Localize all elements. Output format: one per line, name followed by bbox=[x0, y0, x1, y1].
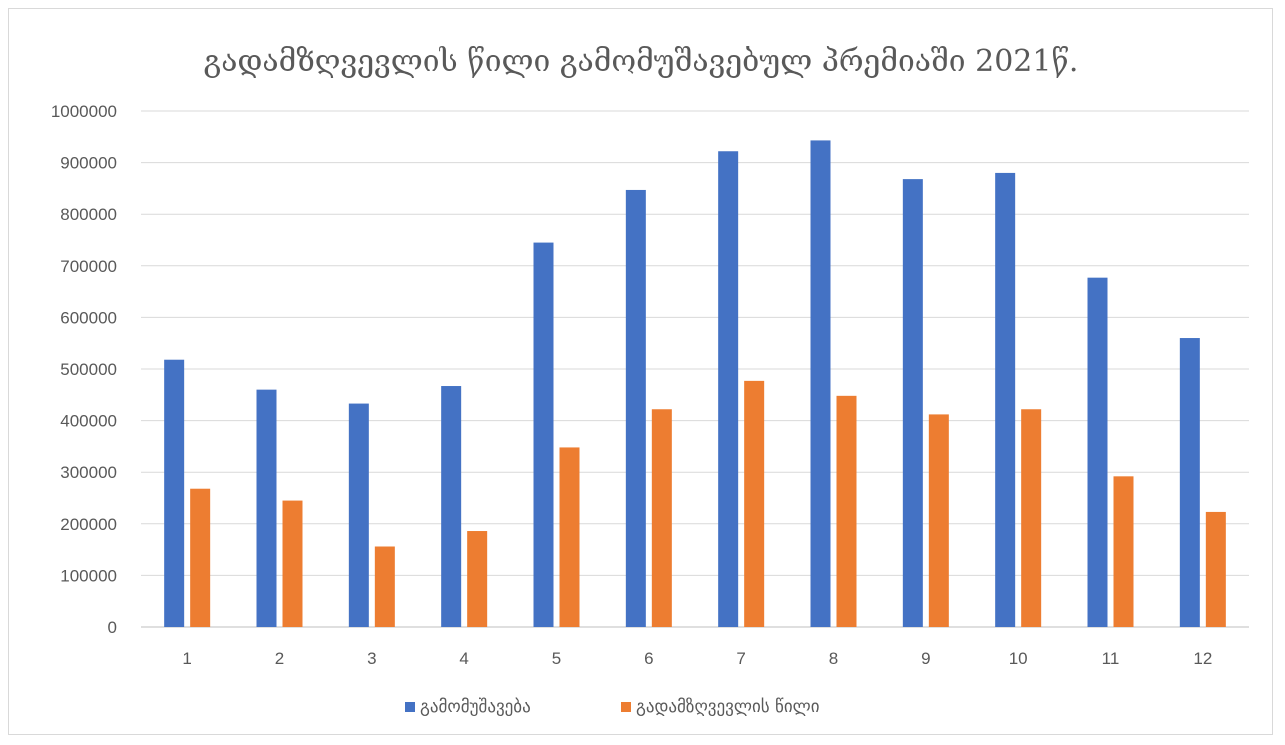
y-tick-label: 200000 bbox=[60, 515, 117, 534]
bar-series-2-cat-1 bbox=[190, 488, 211, 627]
y-tick-label: 0 bbox=[108, 618, 117, 637]
bar-series-1-cat-8 bbox=[810, 140, 831, 628]
bar-series-1-cat-1 bbox=[164, 359, 185, 627]
y-tick-label: 100000 bbox=[60, 566, 117, 585]
x-tick-label: 1 bbox=[182, 649, 191, 668]
bar-series-2-cat-5 bbox=[559, 447, 580, 627]
x-tick-label: 11 bbox=[1102, 649, 1120, 668]
bar-series-1-cat-12 bbox=[1179, 338, 1200, 627]
bar-chart: გადამზღვევლის წილი გამომუშავებულ პრემიაშ… bbox=[51, 44, 1249, 717]
bars bbox=[164, 140, 1226, 628]
x-tick-label: 12 bbox=[1193, 649, 1212, 668]
bar-series-1-cat-7 bbox=[718, 151, 739, 628]
bar-series-2-cat-11 bbox=[1113, 476, 1134, 627]
bar-series-1-cat-9 bbox=[902, 179, 923, 627]
x-tick-label: 5 bbox=[552, 649, 561, 668]
x-tick-label: 9 bbox=[921, 649, 930, 668]
x-tick-label: 4 bbox=[459, 649, 468, 668]
gridlines bbox=[141, 110, 1249, 628]
bar-series-1-cat-6 bbox=[625, 189, 646, 627]
bar-series-1-cat-4 bbox=[441, 386, 462, 627]
y-tick-label: 600000 bbox=[60, 308, 117, 327]
y-tick-label: 900000 bbox=[60, 154, 117, 173]
bar-series-1-cat-10 bbox=[995, 172, 1016, 628]
x-axis-ticks: 1 2 3 4 5 6 7 8 9 10 11 12 bbox=[182, 649, 1212, 668]
x-tick-label: 10 bbox=[1009, 649, 1028, 668]
bar-series-2-cat-4 bbox=[467, 531, 488, 627]
legend-label-2: გადამზღვევლის წილი bbox=[636, 697, 820, 717]
bar-series-2-cat-8 bbox=[836, 395, 857, 627]
y-tick-label: 500000 bbox=[60, 360, 117, 379]
chart-frame: გადამზღვევლის წილი გამომუშავებულ პრემიაშ… bbox=[8, 8, 1273, 735]
bar-series-1-cat-11 bbox=[1087, 277, 1108, 627]
y-tick-label: 400000 bbox=[60, 412, 117, 431]
bar-series-2-cat-9 bbox=[928, 414, 949, 627]
y-tick-label: 700000 bbox=[60, 257, 117, 276]
bar-series-1-cat-5 bbox=[533, 242, 554, 627]
y-tick-label: 1000000 bbox=[51, 102, 117, 121]
x-tick-label: 8 bbox=[829, 649, 838, 668]
bar-series-2-cat-12 bbox=[1205, 511, 1226, 627]
y-axis-ticks: 0 100000 200000 300000 400000 500000 600000 700… bbox=[51, 102, 117, 637]
bar-series-2-cat-7 bbox=[744, 380, 765, 627]
legend: გამომუშავება გადამზღვევლის წილი bbox=[405, 697, 820, 717]
bar-series-2-cat-2 bbox=[282, 500, 303, 627]
x-tick-label: 6 bbox=[644, 649, 653, 668]
legend-swatch-1 bbox=[405, 702, 415, 712]
legend-swatch-2 bbox=[621, 702, 631, 712]
bar-series-2-cat-6 bbox=[651, 409, 672, 627]
x-tick-label: 3 bbox=[367, 649, 376, 668]
bar-series-1-cat-2 bbox=[256, 389, 277, 627]
y-tick-label: 800000 bbox=[60, 205, 117, 224]
chart-title: გადამზღვევლის წილი გამომუშავებულ პრემიაშ… bbox=[204, 44, 1079, 79]
y-tick-label: 300000 bbox=[60, 463, 117, 482]
bar-series-2-cat-3 bbox=[374, 546, 395, 627]
bar-series-1-cat-3 bbox=[348, 403, 369, 627]
bar-series-2-cat-10 bbox=[1021, 409, 1042, 627]
x-tick-label: 7 bbox=[736, 649, 745, 668]
legend-label-1: გამომუშავება bbox=[420, 697, 531, 717]
x-tick-label: 2 bbox=[275, 649, 284, 668]
